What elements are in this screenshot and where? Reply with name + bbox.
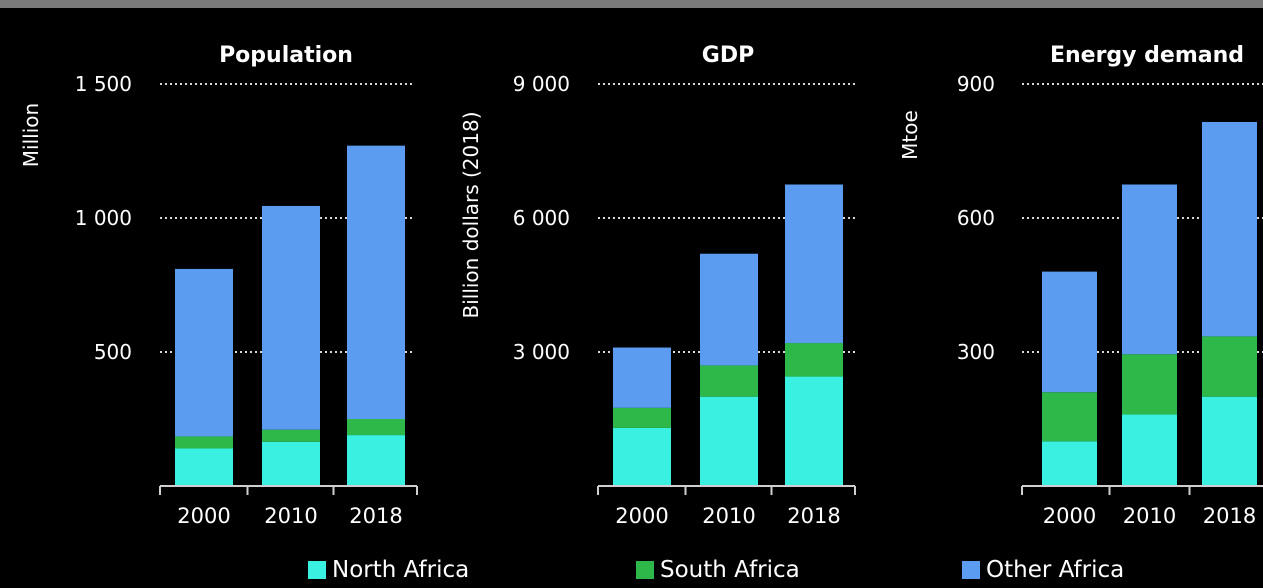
panel-2-bar-2010-north-africa xyxy=(700,396,758,486)
panel-3-y-tick-label-2: 600 xyxy=(957,206,995,230)
legend-swatch-north-africa xyxy=(308,561,326,579)
panel-2-bar-2018-other-africa xyxy=(785,184,843,344)
panel-2-bar-2010-south-africa xyxy=(700,365,758,397)
panel-2-y-tick-label-2: 6 000 xyxy=(513,206,570,230)
panel-3-x-tick-label-2018: 2018 xyxy=(1203,504,1256,528)
panel-2-y-tick-label-3: 9 000 xyxy=(513,72,570,96)
panel-1-y-tick-label-2: 1 000 xyxy=(75,206,132,230)
panel-1-bar-2000-north-africa xyxy=(175,448,233,486)
panel-3-title: Energy demand xyxy=(1050,43,1244,68)
panel-3-bar-2010-north-africa xyxy=(1122,414,1177,486)
panel-3-y-axis-label: Mtoe xyxy=(898,110,922,160)
panel-2-title: GDP xyxy=(702,43,754,68)
panel-2-y-tick-label-1: 3 000 xyxy=(513,340,570,364)
panel-1-y-axis-label: Million xyxy=(19,103,43,167)
legend-label-north-africa: North Africa xyxy=(332,557,470,583)
panel-2-x-tick-label-2010: 2010 xyxy=(702,504,755,528)
panel-2-bar-2018-north-africa xyxy=(785,376,843,486)
panel-3-bar-2000-other-africa xyxy=(1042,271,1097,393)
panel-3-x-tick-label-2000: 2000 xyxy=(1043,504,1096,528)
panel-3-bar-2018-south-africa xyxy=(1202,336,1257,397)
panel-3-bar-2018-north-africa xyxy=(1202,396,1257,486)
panel-1-x-tick-label-2018: 2018 xyxy=(349,504,402,528)
panel-3-y-tick-label-1: 300 xyxy=(957,340,995,364)
panel-3-bar-2010-other-africa xyxy=(1122,184,1177,355)
panel-1-bar-2010-other-africa xyxy=(262,205,320,430)
panel-3-x-tick-label-2010: 2010 xyxy=(1123,504,1176,528)
panel-1-bar-2000-south-africa xyxy=(175,436,233,449)
panel-3-bar-2010-south-africa xyxy=(1122,354,1177,415)
panel-2-bar-2000-other-africa xyxy=(613,347,671,408)
panel-1-bar-2018-south-africa xyxy=(347,419,405,436)
legend-label-south-africa: South Africa xyxy=(660,557,800,583)
legend-north-africa: North Africa xyxy=(308,556,469,584)
panel-1-y-tick-label-3: 1 500 xyxy=(75,72,132,96)
legend-other-africa: Other Africa xyxy=(962,556,1124,584)
panel-2-y-axis-label: Billion dollars (2018) xyxy=(459,111,483,318)
panel-1-bar-2010-south-africa xyxy=(262,429,320,442)
legend-label-other-africa: Other Africa xyxy=(986,557,1125,583)
panel-2-bar-2000-north-africa xyxy=(613,427,671,486)
panel-1-title: Population xyxy=(219,43,353,68)
legend-south-africa: South Africa xyxy=(636,556,800,584)
panel-1-x-tick-label-2000: 2000 xyxy=(177,504,230,528)
panel-2-x-tick-label-2018: 2018 xyxy=(787,504,840,528)
panel-1-bar-2010-north-africa xyxy=(262,441,320,486)
panel-1-x-tick-label-2010: 2010 xyxy=(264,504,317,528)
panel-1-bar-2018-north-africa xyxy=(347,435,405,486)
panel-1-y-tick-label-1: 500 xyxy=(94,340,132,364)
legend-swatch-south-africa xyxy=(636,561,654,579)
panel-3-bar-2000-south-africa xyxy=(1042,392,1097,442)
panel-2-bar-2000-south-africa xyxy=(613,407,671,428)
legend-swatch-other-africa xyxy=(962,561,980,579)
panel-2-x-tick-label-2000: 2000 xyxy=(615,504,668,528)
panel-3-y-tick-label-3: 900 xyxy=(957,72,995,96)
panel-2-bar-2018-south-africa xyxy=(785,343,843,377)
panel-3-bar-2000-north-africa xyxy=(1042,441,1097,486)
panel-2-bar-2010-other-africa xyxy=(700,253,758,366)
panel-1-bar-2018-other-africa xyxy=(347,145,405,419)
panel-1-bar-2000-other-africa xyxy=(175,268,233,437)
top-rule xyxy=(0,0,1263,8)
panel-3-bar-2018-other-africa xyxy=(1202,121,1257,337)
